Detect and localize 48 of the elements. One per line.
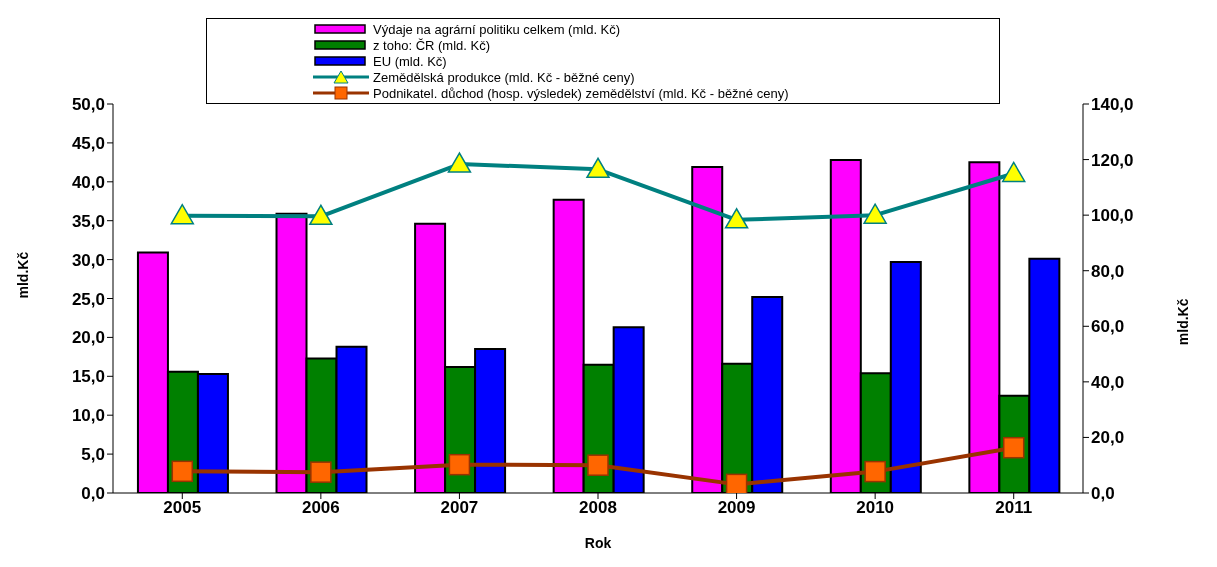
x-tick-label: 2011 bbox=[995, 498, 1033, 518]
legend-label: Podnikatel. důchod (hosp. výsledek) zemědělství (mld. Kč - běžné ceny) bbox=[373, 85, 789, 101]
y2-tick-label: 60,0 bbox=[1091, 317, 1125, 337]
legend-label: EU (mld. Kč) bbox=[373, 53, 447, 69]
y-tick-label: 50,0 bbox=[71, 95, 105, 115]
y-tick-label: 45,0 bbox=[71, 133, 105, 153]
y-tick-label: 30,0 bbox=[71, 250, 105, 270]
y2-tick-label: 120,0 bbox=[1091, 150, 1134, 170]
x-tick-label: 2009 bbox=[717, 498, 756, 518]
y-tick-label: 35,0 bbox=[71, 211, 105, 231]
point bbox=[863, 203, 887, 224]
point bbox=[171, 460, 194, 483]
x-axis-title: Rok bbox=[584, 535, 612, 551]
legend-label: z toho: ČR (mld. Kč) bbox=[373, 37, 491, 53]
y2-tick-label: 0,0 bbox=[1091, 484, 1115, 504]
x-tick-label: 2007 bbox=[440, 498, 479, 518]
y-tick-label: 25,0 bbox=[71, 289, 105, 309]
point bbox=[724, 208, 749, 229]
y-tick-label: 5,0 bbox=[81, 445, 105, 465]
legend-label: Zemědělská produkce (mld. Kč - běžné ceny) bbox=[373, 69, 635, 85]
x-tick-label: 2006 bbox=[301, 498, 340, 518]
point bbox=[725, 473, 748, 493]
point bbox=[310, 461, 332, 483]
y2-axis-title: mld.Kč bbox=[1174, 298, 1191, 346]
y2-tick-label: 20,0 bbox=[1091, 428, 1125, 448]
point bbox=[309, 204, 333, 225]
y-tick-label: 15,0 bbox=[71, 367, 105, 387]
point bbox=[448, 453, 471, 476]
legend-label: Výdaje na agrární politiku celkem (mld. Kč) bbox=[373, 21, 621, 37]
y2-tick-label: 40,0 bbox=[1091, 372, 1125, 392]
x-tick-label: 2005 bbox=[163, 498, 202, 518]
x-tick-label: 2008 bbox=[579, 498, 617, 518]
point bbox=[1002, 436, 1025, 459]
y-tick-label: 20,0 bbox=[71, 328, 105, 348]
point bbox=[170, 203, 195, 225]
y2-tick-label: 140,0 bbox=[1091, 95, 1134, 115]
x-tick-label: 2010 bbox=[856, 498, 895, 518]
point bbox=[864, 460, 886, 483]
y2-tick-label: 100,0 bbox=[1091, 206, 1134, 226]
y-tick-label: 10,0 bbox=[71, 406, 105, 426]
point bbox=[587, 454, 609, 476]
point bbox=[586, 157, 610, 179]
y-tick-label: 40,0 bbox=[71, 172, 105, 192]
point bbox=[447, 152, 472, 173]
y2-tick-label: 80,0 bbox=[1091, 261, 1125, 281]
y-axis-title: mld.Kč bbox=[14, 251, 31, 299]
point bbox=[1001, 161, 1026, 183]
y-tick-label: 0,0 bbox=[81, 484, 105, 504]
